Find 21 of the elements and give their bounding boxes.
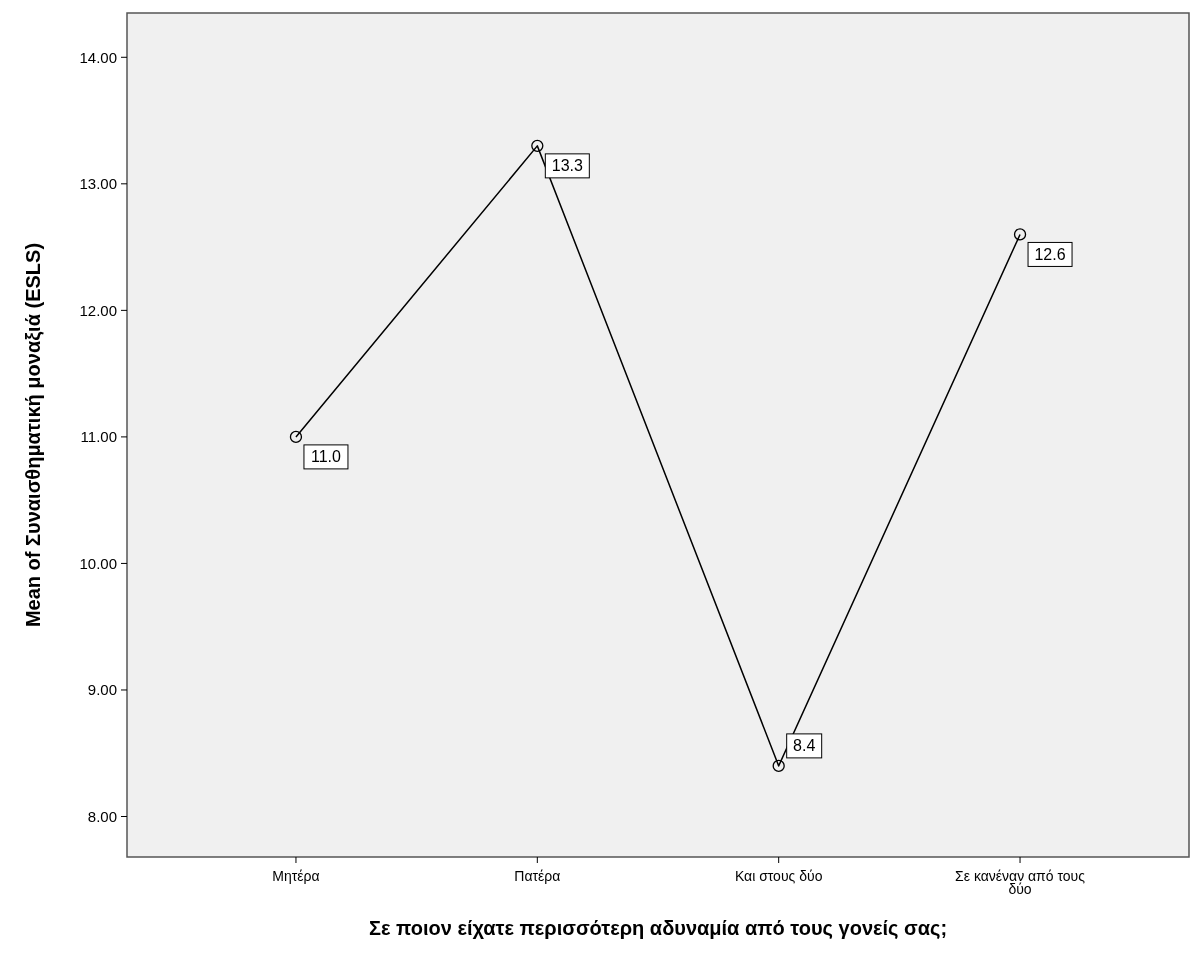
- y-tick-label: 14.00: [79, 48, 117, 66]
- y-axis-title: Mean of Συναισθηματική μοναξιά (ESLS): [22, 242, 44, 628]
- x-axis-title: Σε ποιον είχατε περισσότερη αδυναμία από τους γονείς σας;: [368, 917, 948, 939]
- x-tick-label: Σε κανέναν από τους δύο: [955, 868, 1086, 897]
- point: [772, 759, 785, 773]
- point: [289, 430, 303, 444]
- point: [531, 139, 544, 153]
- x-tick-label: Πατέρα: [514, 868, 561, 884]
- x-tick-label: Και στους δύο: [734, 868, 823, 884]
- data-label: 12.6: [1034, 246, 1066, 264]
- data-label: 13.3: [551, 157, 583, 175]
- y-tick-label: 9.00: [87, 681, 117, 699]
- point: [1013, 228, 1027, 241]
- x-tick-label: Μητέρα: [272, 868, 320, 884]
- data-label: 11.0: [310, 448, 342, 466]
- y-tick-label: 12.00: [79, 301, 117, 319]
- y-tick-label: 8.00: [87, 807, 117, 825]
- y-tick-label: 10.00: [79, 554, 117, 572]
- data-label: 8.4: [793, 737, 816, 755]
- y-tick-label: 13.00: [79, 175, 117, 193]
- y-tick-label: 11.00: [80, 428, 117, 446]
